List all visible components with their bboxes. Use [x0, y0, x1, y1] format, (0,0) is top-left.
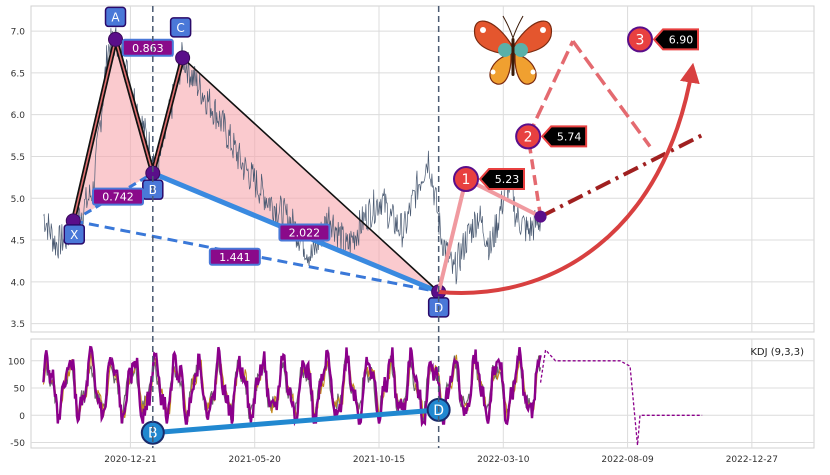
- ratio-label: 1.441: [219, 251, 251, 264]
- price-y-tick-label: 3.5: [11, 320, 25, 330]
- pattern-vertical-lines: [152, 6, 440, 448]
- target-value: 6.90: [669, 33, 694, 46]
- kdj-y-axis: -50 0 50 100: [8, 357, 25, 449]
- price-y-tick-label: 7.0: [11, 28, 26, 38]
- target-number: 1: [462, 172, 471, 188]
- target-value-box: [652, 28, 699, 51]
- price-y-tick-label: 5.5: [11, 153, 25, 163]
- x-tick-label: 2022-12-27: [726, 455, 778, 465]
- target-projections: 1 5.23 2 5.74 3 6.90: [436, 26, 706, 295]
- x-tick-label: 2021-05-20: [229, 455, 282, 465]
- leg-core-bc: [152, 57, 184, 174]
- pattern-point-c: [175, 50, 191, 66]
- kdj-panel: -50 0 50 100 BD KDJ (9,3,3): [8, 338, 815, 449]
- kdj-y-tick-label: -50: [10, 439, 25, 449]
- price-y-tick-label: 5.0: [11, 195, 26, 205]
- kdj-k-line: [42, 345, 542, 428]
- ratio-label: 2.022: [289, 227, 321, 240]
- leg-cd: [182, 57, 440, 293]
- target-value-box: [478, 168, 525, 191]
- target-circle: [515, 123, 542, 150]
- leg-core-ab: [114, 39, 154, 174]
- ratio-label: 0.863: [132, 42, 164, 55]
- projection-curve-arrow: [438, 62, 700, 295]
- price-y-tick-label: 6.5: [11, 69, 25, 79]
- target-circle: [627, 26, 653, 53]
- pattern-triangle-xab: [73, 39, 153, 221]
- price-y-tick-label: 4.0: [11, 278, 26, 288]
- kdj-series: [42, 345, 703, 446]
- x-tick-label: 2020-12-21: [104, 455, 156, 465]
- kdj-indicator-label: KDJ (9,3,3): [750, 347, 804, 358]
- projection-dash-2: [526, 40, 575, 138]
- ratio-box: [92, 187, 144, 206]
- target-value: 5.74: [557, 130, 582, 143]
- ratio-label: 0.742: [102, 191, 134, 204]
- pattern-label-box: [104, 6, 127, 28]
- xd-dashed-line: [72, 219, 439, 294]
- x-tick-label: 2022-08-09: [601, 455, 654, 465]
- ratio-box: [278, 223, 331, 242]
- price-y-tick-label: 4.5: [11, 237, 25, 247]
- kdj-y-tick-label: 50: [14, 385, 26, 395]
- target-circle: [453, 166, 479, 193]
- pattern-label-x: X: [70, 228, 78, 242]
- kdj-y-tick-label: 0: [19, 412, 25, 422]
- projection-dash-3: [571, 40, 652, 148]
- kdj-j-line: [42, 352, 542, 424]
- pattern-label-a: A: [111, 10, 120, 24]
- pattern-label-box: [169, 17, 192, 38]
- leg-core-xa: [72, 39, 117, 222]
- x-axis: 2020-12-21 2021-05-20 2021-10-15 2022-03-10…: [104, 455, 778, 465]
- pattern-point-a: [108, 31, 124, 47]
- last-price-point: [534, 210, 547, 223]
- price-panel: 3.5 4.0 4.5 5.0 5.5 6.0 6.5 7.0 1 5.23 2 5.74 3 6.90…: [11, 5, 815, 333]
- target-value-box: [540, 125, 588, 148]
- price-y-axis: 3.5 4.0 4.5 5.0 5.5 6.0 6.5 7.0: [11, 28, 26, 331]
- kdj-point-b-label: B: [148, 426, 158, 442]
- kdj-projection-line: [539, 348, 703, 446]
- pattern-label-c: C: [176, 21, 184, 35]
- target-number: 3: [636, 32, 645, 48]
- kdj-bd-trendline: [152, 407, 439, 436]
- butterfly-icon: [473, 15, 553, 85]
- kdj-grid: [31, 339, 814, 448]
- pattern-label-box: [63, 224, 86, 245]
- projection-dash-1: [526, 136, 543, 217]
- kdj-y-tick-label: 100: [8, 357, 25, 367]
- kdj-trendline: BD: [140, 397, 451, 445]
- projection-line-1b: [465, 177, 542, 219]
- x-tick-label: 2022-03-10: [477, 455, 530, 465]
- target-number: 2: [524, 129, 533, 145]
- x-tick-label: 2021-10-15: [353, 455, 405, 465]
- target-value: 5.23: [495, 173, 520, 186]
- ratio-box: [121, 38, 174, 57]
- price-y-tick-label: 6.0: [11, 111, 26, 121]
- projection-line-1: [436, 178, 468, 293]
- ratio-box: [208, 247, 261, 266]
